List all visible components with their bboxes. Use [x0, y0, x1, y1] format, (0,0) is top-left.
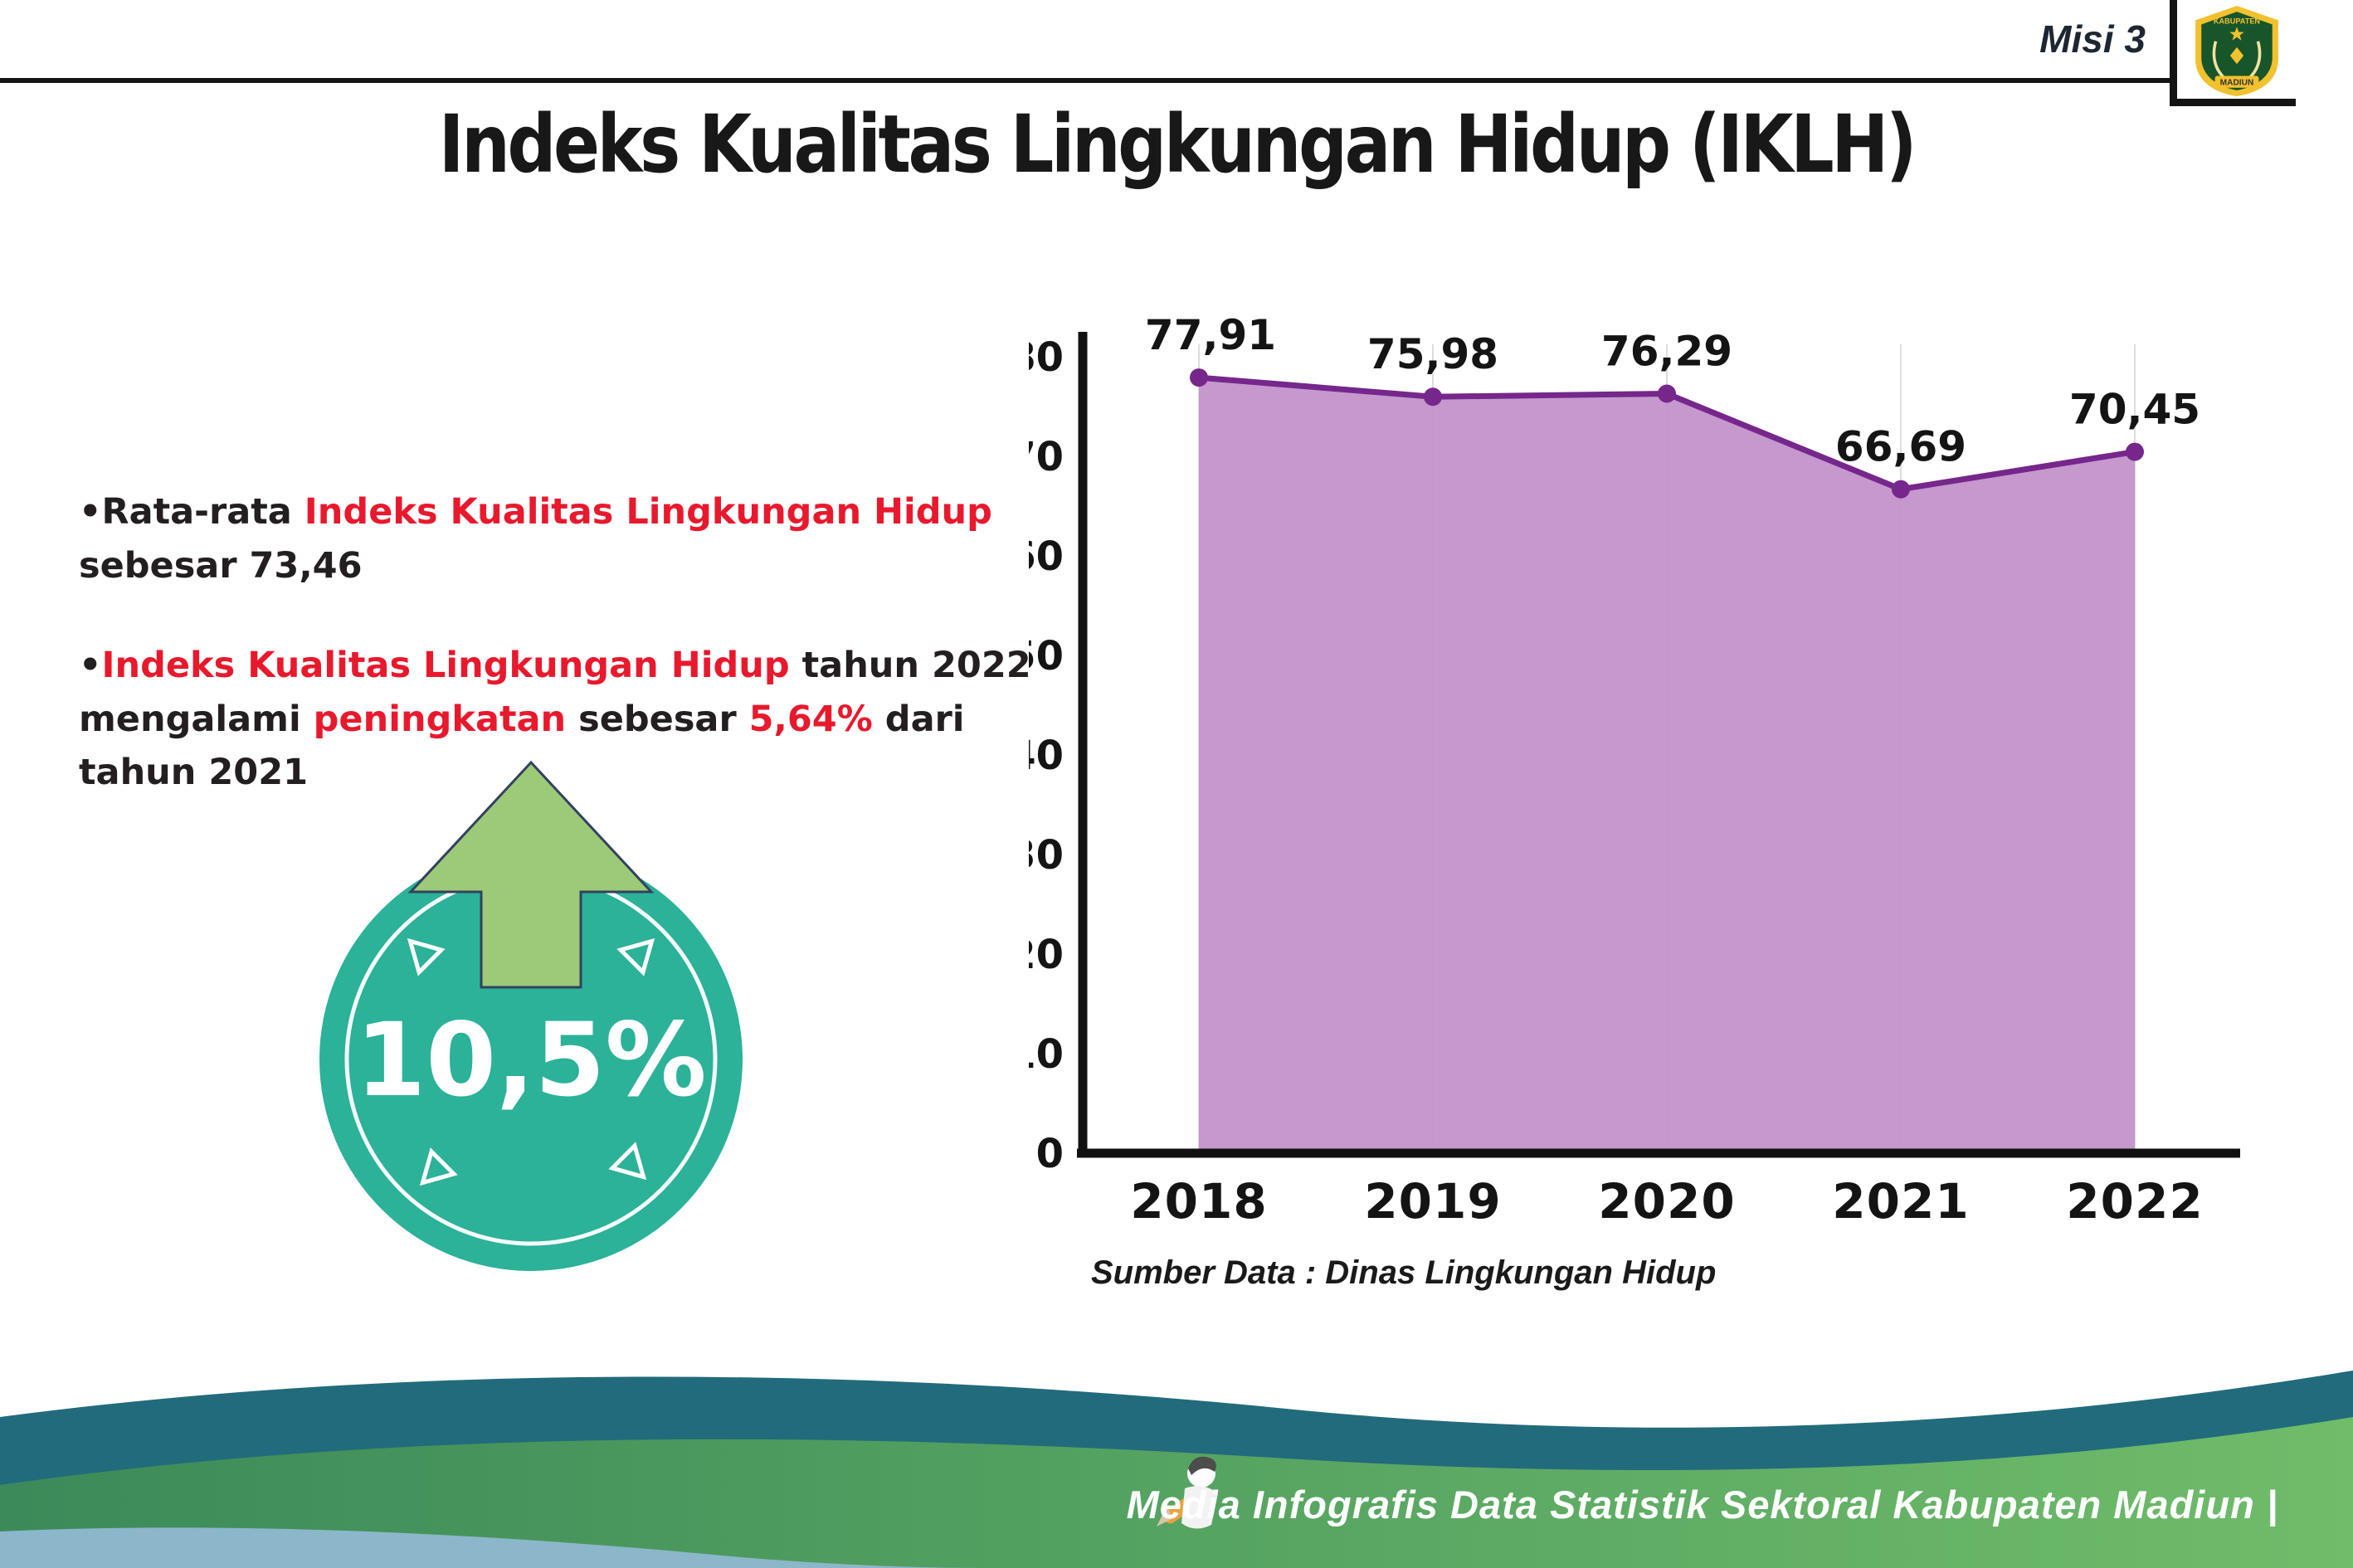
bullet-marker: •	[79, 645, 102, 686]
data-label: 66,69	[1835, 423, 1966, 471]
y-tick-label: 0	[1036, 1131, 1064, 1177]
logo-bottom-text: MADIUN	[2219, 79, 2253, 88]
data-label: 77,91	[1145, 311, 1276, 359]
bullet-text-segment: Indeks Kualitas Lingkungan Hidup	[304, 491, 992, 533]
y-tick-label: 60	[1029, 533, 1064, 580]
logo-star	[2229, 27, 2244, 41]
bullet-text-segment: Indeks Kualitas Lingkungan Hidup	[101, 645, 790, 686]
y-tick-label: 50	[1029, 633, 1064, 679]
mascot-icon	[1157, 1456, 1218, 1529]
footer-wave-lightblue	[0, 1527, 979, 1568]
bullet-text-segment: sebesar	[566, 698, 749, 740]
badge-tick-sw	[419, 1147, 458, 1186]
badge-tick-nw	[407, 937, 446, 976]
x-tick-label: 2020	[1598, 1173, 1735, 1230]
mascot-body	[1181, 1486, 1218, 1529]
y-tick-label: 80	[1029, 334, 1064, 381]
y-tick-label: 10	[1029, 1031, 1064, 1078]
increase-badge-graphic: 10,5%	[319, 760, 743, 1271]
x-tick-label: 2019	[1364, 1173, 1501, 1230]
bullet-text-segment: dari tahun 2021	[79, 698, 965, 794]
bullet-text-segment: Rata-rata	[101, 491, 304, 533]
data-point	[1424, 387, 1442, 407]
bullet-item-average: •Rata-rata Indeks Kualitas Lingkungan Hi…	[79, 485, 1033, 592]
y-tick-label: 40	[1029, 733, 1064, 779]
logo-top-text: KABUPATEN	[2213, 17, 2259, 25]
footer-waves	[0, 1371, 2353, 1568]
page-title: Indeks Kualitas Lingkungan Hidup (IKLH)	[438, 98, 1917, 191]
data-point	[2126, 442, 2144, 461]
area-fill	[1199, 377, 2135, 1153]
badge-value: 10,5%	[355, 1001, 706, 1119]
logo-banner	[2214, 75, 2258, 88]
data-label: 75,98	[1367, 330, 1498, 378]
logo-center-emblem	[2229, 46, 2243, 65]
data-point	[1190, 368, 1208, 387]
bullet-text-segment: sebesar 73,46	[79, 544, 363, 587]
data-label: 70,45	[2069, 386, 2200, 434]
y-tick-label: 30	[1029, 832, 1064, 879]
header-rule	[0, 78, 2170, 83]
bullet-text-segment: peningkatan	[313, 698, 567, 740]
bullet-text-segment: tahun 2022 mengalami	[79, 645, 1031, 740]
badge-tick-se	[608, 1142, 647, 1181]
bullet-item-increase: •Indeks Kualitas Lingkungan Hidup tahun …	[79, 639, 1033, 800]
y-tick-label: 70	[1029, 434, 1064, 480]
y-tick-label: 20	[1029, 932, 1064, 978]
data-point	[1658, 384, 1676, 403]
mascot-pencil-tip	[1157, 1507, 1173, 1527]
badge-circle	[319, 848, 743, 1271]
misi-label: Misi 3	[2039, 17, 2146, 61]
data-label: 76,29	[1601, 328, 1732, 376]
kabupaten-madiun-logo: KABUPATEN MADIUN	[2195, 6, 2278, 96]
x-tick-label: 2018	[1130, 1173, 1267, 1230]
kabupaten-madiun-logo-frame: KABUPATEN MADIUN	[2170, 0, 2296, 106]
data-point	[1892, 480, 1910, 499]
mascot-hair	[1188, 1456, 1216, 1475]
up-arrow-icon	[407, 760, 655, 989]
x-tick-label: 2022	[2066, 1173, 2203, 1230]
bullet-list: •Rata-rata Indeks Kualitas Lingkungan Hi…	[79, 485, 1033, 846]
badge-tick-ne	[616, 937, 655, 976]
footer-credit: Media Infografis Data Statistik Sektoral…	[1126, 1483, 2278, 1527]
bullet-marker: •	[79, 491, 102, 533]
chart-canvas: 0 10 20 30 40 50 60 70 80 2018 2019 2020 2021 2022 77,…	[1008, 311, 2240, 1230]
iklh-area-chart: 0 10 20 30 40 50 60 70 80 2018 2019 2020 2021 2022 77,…	[1008, 299, 2273, 1236]
footer-wave-green	[0, 1417, 2353, 1568]
x-tick-label: 2021	[1832, 1173, 1969, 1230]
bullet-text-segment: 5,64%	[748, 698, 873, 740]
increase-badge: 10,5%	[311, 751, 776, 1298]
source-note: Sumber Data : Dinas Lingkungan Hidup	[1091, 1254, 1717, 1291]
